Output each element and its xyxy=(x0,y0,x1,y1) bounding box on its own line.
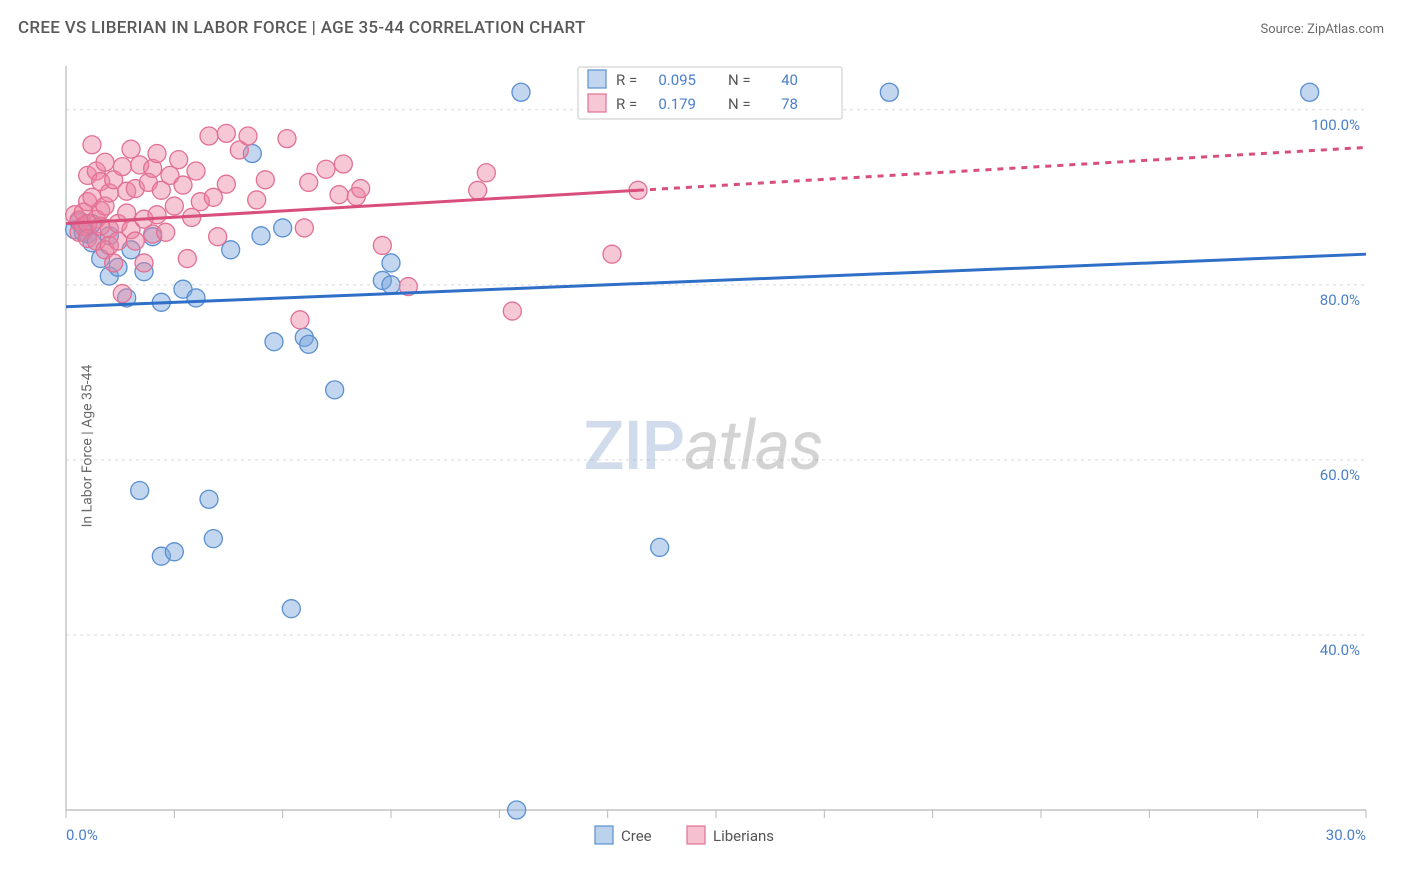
scatter-point xyxy=(170,151,188,169)
scatter-point xyxy=(503,302,521,320)
scatter-point xyxy=(282,600,300,618)
scatter-point xyxy=(508,801,526,819)
scatter-point xyxy=(204,530,222,548)
scatter-point xyxy=(209,228,227,246)
scatter-point xyxy=(131,482,149,500)
legend-series-label: Cree xyxy=(621,827,652,845)
scatter-point xyxy=(317,160,335,178)
scatter-point xyxy=(352,180,370,198)
scatter-point xyxy=(200,490,218,508)
scatter-point xyxy=(512,83,530,101)
scatter-point xyxy=(96,153,114,171)
y-tick-label: 60.0% xyxy=(1320,466,1360,484)
trend-line xyxy=(66,254,1366,307)
scatter-point xyxy=(651,538,669,556)
y-tick-label: 100.0% xyxy=(1311,116,1360,134)
scatter-point xyxy=(113,158,131,176)
legend-swatch xyxy=(687,826,705,844)
scatter-point xyxy=(178,250,196,268)
scatter-point xyxy=(880,83,898,101)
scatter-point xyxy=(469,181,487,199)
scatter-point xyxy=(187,289,205,307)
scatter-point xyxy=(382,254,400,272)
legend-swatch xyxy=(588,70,606,88)
scatter-point xyxy=(157,223,175,241)
scatter-point xyxy=(300,173,318,191)
scatter-point xyxy=(217,175,235,193)
scatter-point xyxy=(113,285,131,303)
x-tick-label: 30.0% xyxy=(1326,826,1366,844)
x-tick-label: 0.0% xyxy=(66,826,98,844)
scatter-point xyxy=(334,155,352,173)
legend-series-label: Liberians xyxy=(713,827,774,845)
scatter-point xyxy=(373,236,391,254)
legend-r-value: 0.179 xyxy=(658,95,696,113)
scatter-point xyxy=(256,171,274,189)
scatter-point xyxy=(300,335,318,353)
legend-r-value: 0.095 xyxy=(658,71,696,89)
scatter-point xyxy=(165,543,183,561)
legend-swatch xyxy=(588,94,606,112)
trend-line-dashed xyxy=(638,147,1366,190)
scatter-point xyxy=(252,227,270,245)
scatter-point xyxy=(126,232,144,250)
scatter-point xyxy=(248,191,266,209)
legend-r-label: R = xyxy=(616,95,637,113)
scatter-point xyxy=(83,136,101,154)
legend-n-label: N = xyxy=(728,95,751,113)
scatter-point xyxy=(148,206,166,224)
scatter-point xyxy=(105,254,123,272)
legend-n-value: 40 xyxy=(781,71,798,89)
scatter-point xyxy=(122,140,140,158)
scatter-point xyxy=(200,127,218,145)
scatter-point xyxy=(477,164,495,182)
y-tick-label: 40.0% xyxy=(1320,641,1360,659)
scatter-point xyxy=(326,381,344,399)
scatter-point xyxy=(382,276,400,294)
scatter-plot: 40.0% 60.0% 80.0% 100.0% 0.0% 30.0% R = 0.095 N … xyxy=(40,52,1390,852)
y-tick-label: 80.0% xyxy=(1320,291,1360,309)
scatter-point xyxy=(135,254,153,272)
scatter-point xyxy=(1301,83,1319,101)
scatter-point xyxy=(295,219,313,237)
scatter-point xyxy=(274,219,292,237)
scatter-point xyxy=(148,145,166,163)
scatter-point xyxy=(278,130,296,148)
scatter-point xyxy=(217,124,235,142)
source-label: Source: ZipAtlas.com xyxy=(1260,22,1384,37)
scatter-point xyxy=(174,176,192,194)
scatter-point xyxy=(239,127,257,145)
scatter-point xyxy=(603,245,621,263)
scatter-point xyxy=(291,311,309,329)
scatter-point xyxy=(265,333,283,351)
chart-title: CREE VS LIBERIAN IN LABOR FORCE | AGE 35… xyxy=(18,18,586,38)
legend-swatch xyxy=(595,826,613,844)
legend-r-label: R = xyxy=(616,71,637,89)
legend-n-label: N = xyxy=(728,71,751,89)
legend-n-value: 78 xyxy=(781,95,798,113)
scatter-point xyxy=(165,197,183,215)
scatter-point xyxy=(330,186,348,204)
scatter-point xyxy=(187,162,205,180)
